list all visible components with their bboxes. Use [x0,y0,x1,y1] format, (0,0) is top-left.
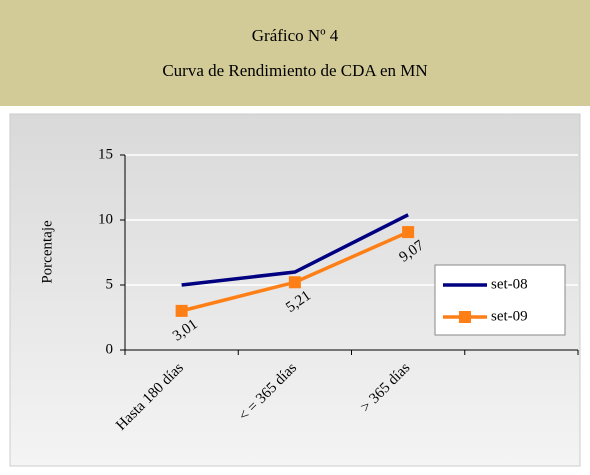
y-tick-label: 10 [98,211,113,227]
header-subtitle: Curva de Rendimiento de CDA en MN [162,61,427,80]
marker [402,226,415,239]
legend-marker [459,311,471,323]
series-line [181,213,409,287]
y-tick-label: 5 [106,276,114,292]
y-tick-label: 15 [98,146,113,162]
y-tick-label: 0 [106,341,114,357]
legend-label: set-08 [491,276,528,292]
marker [288,276,301,289]
marker [175,304,188,317]
header-band [0,0,590,106]
header-title: Gráfico Nº 4 [252,26,339,45]
y-axis-label: Porcentaje [39,220,55,284]
legend-box [434,264,566,336]
legend-label: set-09 [491,308,528,324]
